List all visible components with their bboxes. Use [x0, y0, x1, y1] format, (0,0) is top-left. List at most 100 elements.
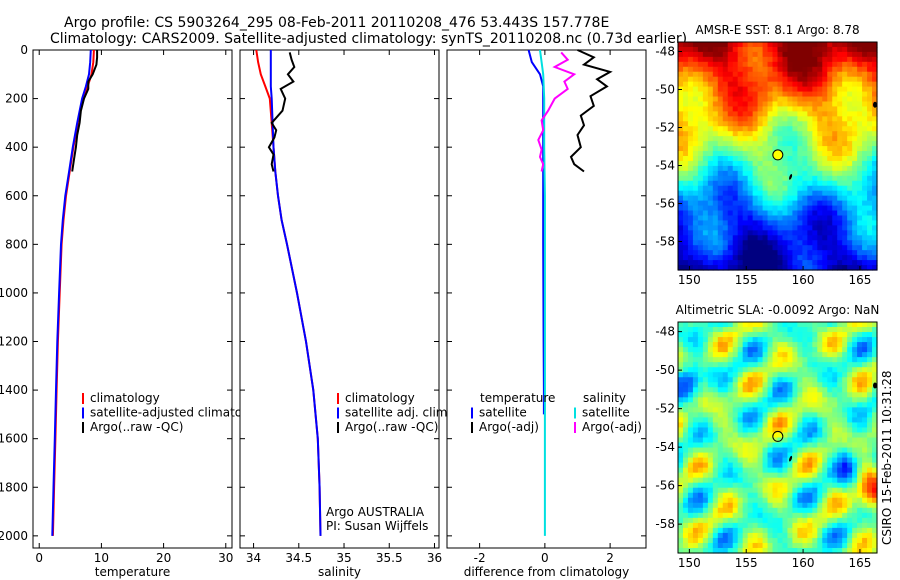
- heatmap-cell: [827, 170, 833, 177]
- heatmap-cell: [707, 532, 714, 539]
- heatmap-cell: [842, 427, 848, 434]
- heatmap-cell: [802, 462, 808, 469]
- heatmap-cell: [717, 51, 724, 58]
- heatmap-cell: [682, 472, 689, 479]
- heatmap-cell: [717, 327, 724, 333]
- heatmap-cell: [717, 61, 724, 68]
- heatmap-cell: [857, 126, 863, 132]
- heatmap-cell: [692, 497, 699, 504]
- heatmap-cell: [762, 245, 769, 251]
- heatmap-cell: [752, 91, 759, 98]
- heatmap-cell: [682, 210, 689, 217]
- heatmap-cell: [757, 61, 764, 68]
- heatmap-cell: [727, 412, 734, 419]
- heatmap-cell: [737, 367, 744, 373]
- heatmap-cell: [822, 392, 828, 398]
- heatmap-cell: [737, 245, 744, 251]
- heatmap-cell: [842, 492, 848, 499]
- heatmap-cell: [817, 175, 823, 182]
- heatmap-cell: [822, 61, 828, 68]
- heatmap-cell: [712, 482, 719, 489]
- heatmap-cell: [682, 372, 689, 378]
- heatmap-cell: [727, 240, 734, 246]
- heatmap-cell: [707, 542, 714, 549]
- heatmap-cell: [692, 542, 699, 549]
- heatmap-cell: [777, 141, 784, 147]
- x-tick-label: 36: [427, 551, 442, 565]
- heatmap-cell: [827, 156, 833, 162]
- heatmap-cell: [742, 532, 749, 539]
- heatmap-cell: [827, 76, 833, 83]
- heatmap-cell: [678, 195, 684, 202]
- heatmap-cell: [792, 497, 798, 504]
- heatmap-cell: [712, 337, 719, 343]
- heatmap-cell: [757, 111, 764, 117]
- heatmap-cell: [782, 106, 789, 112]
- heatmap-cell: [747, 497, 754, 504]
- heatmap-cell: [872, 507, 878, 514]
- heatmap-cell: [752, 195, 759, 202]
- heatmap-cell: [832, 91, 838, 98]
- heatmap-cell: [862, 467, 868, 474]
- heatmap-cell: [812, 422, 818, 429]
- heatmap-cell: [717, 165, 724, 172]
- heatmap-cell: [852, 156, 858, 162]
- heatmap-cell: [832, 487, 838, 494]
- heatmap-cell: [822, 362, 828, 368]
- heatmap-cell: [692, 156, 699, 162]
- heatmap-cell: [687, 156, 694, 162]
- heatmap-cell: [762, 507, 769, 514]
- heatmap-cell: [702, 136, 709, 142]
- heatmap-cell: [762, 61, 769, 68]
- heatmap-cell: [827, 432, 833, 439]
- heatmap-cell: [837, 101, 843, 108]
- heatmap-cell: [747, 255, 754, 261]
- heatmap-cell: [827, 195, 833, 202]
- heatmap-cell: [712, 527, 719, 534]
- heatmap-cell: [792, 437, 798, 444]
- heatmap-cell: [682, 245, 689, 251]
- heatmap-cell: [792, 190, 798, 197]
- heatmap-cell: [782, 322, 789, 328]
- heatmap-cell: [732, 332, 739, 338]
- heatmap-cell: [847, 497, 853, 504]
- heatmap-cell: [837, 106, 843, 112]
- heatmap-cell: [807, 106, 813, 112]
- heatmap-cell: [692, 482, 699, 489]
- heatmap-cell: [678, 185, 684, 192]
- heatmap-cell: [782, 367, 789, 373]
- heatmap-cell: [687, 542, 694, 549]
- heatmap-cell: [812, 240, 818, 246]
- heatmap-cell: [687, 146, 694, 152]
- heatmap-cell: [777, 210, 784, 217]
- heatmap-cell: [722, 235, 729, 241]
- heatmap-cell: [692, 230, 699, 236]
- heatmap-cell: [712, 477, 719, 484]
- heatmap-cell: [847, 357, 853, 363]
- heatmap-cell: [807, 547, 813, 554]
- heatmap-cell: [717, 517, 724, 524]
- heatmap-cell: [752, 427, 759, 434]
- heatmap-cell: [692, 412, 699, 419]
- heatmap-cell: [702, 377, 709, 383]
- heatmap-cell: [752, 392, 759, 398]
- heatmap-cell: [692, 527, 699, 534]
- heatmap-cell: [772, 126, 779, 132]
- heatmap-cell: [787, 51, 794, 58]
- heatmap-cell: [842, 111, 848, 117]
- heatmap-cell: [687, 512, 694, 519]
- heatmap-cell: [717, 452, 724, 459]
- heatmap-cell: [787, 402, 794, 408]
- heatmap-cell: [727, 472, 734, 479]
- heatmap-cell: [817, 51, 823, 58]
- heatmap-cell: [832, 532, 838, 539]
- heatmap-cell: [702, 387, 709, 393]
- heatmap-cell: [792, 427, 798, 434]
- heatmap-cell: [697, 156, 704, 162]
- heatmap-cell: [757, 422, 764, 429]
- heatmap-cell: [757, 185, 764, 192]
- heatmap-cell: [867, 472, 873, 479]
- heatmap-cell: [812, 180, 818, 187]
- heatmap-cell: [872, 136, 878, 142]
- heatmap-cell: [722, 220, 729, 226]
